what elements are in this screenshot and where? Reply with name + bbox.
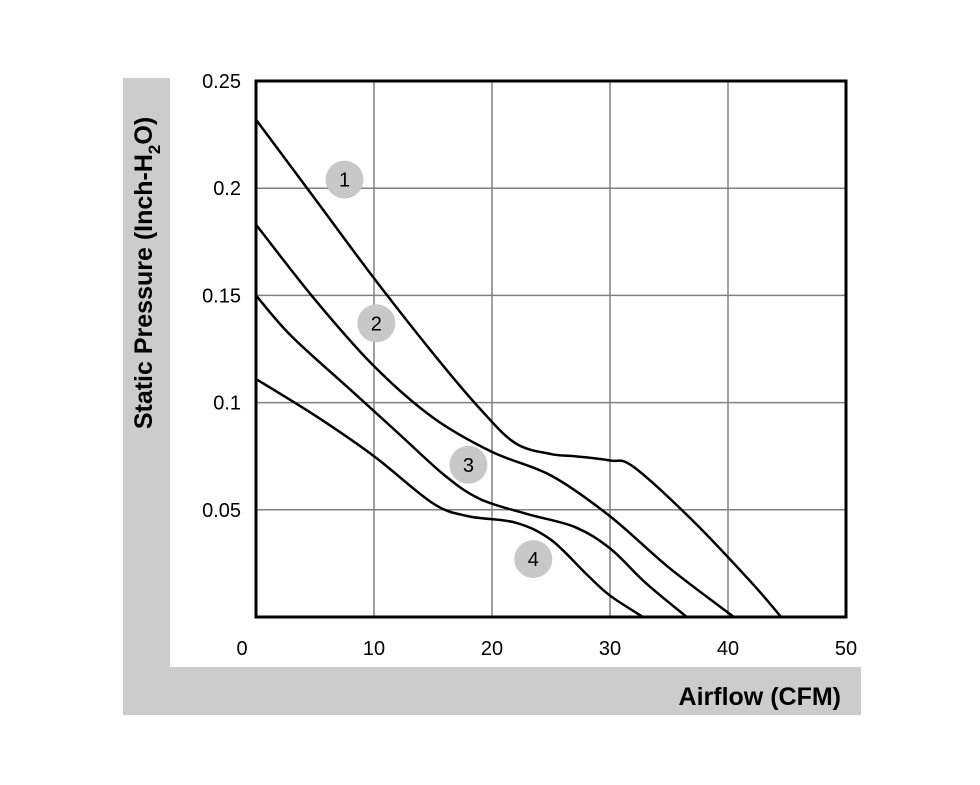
series-marker-3 xyxy=(449,445,488,484)
y-axis-title: Static Pressure (Inch-H2O) xyxy=(130,117,164,429)
series-marker-label-2: 2 xyxy=(371,313,382,335)
series-marker-2 xyxy=(357,304,396,343)
x-axis-band xyxy=(123,667,861,715)
y-tick-label: 0.15 xyxy=(202,285,241,307)
y-tick-label: 0.05 xyxy=(202,500,241,522)
series-line-3 xyxy=(255,294,688,618)
series-lines xyxy=(254,118,783,619)
x-tick-label: 10 xyxy=(363,638,385,660)
y-axis-title-main: Static Pressure (Inch-H xyxy=(130,154,158,429)
x-axis-title: Airflow (CFM) xyxy=(679,683,841,711)
series-marker-1 xyxy=(325,160,364,199)
series-marker-label-4: 4 xyxy=(528,549,539,571)
x-tick-label: 20 xyxy=(481,638,503,660)
grid-lines xyxy=(256,81,846,617)
y-tick-label: 0.1 xyxy=(213,393,241,415)
y-axis-band xyxy=(123,78,170,715)
series-marker-label-3: 3 xyxy=(463,455,474,477)
y-tick-label: 0.2 xyxy=(213,178,241,200)
y-tick-label: 0.25 xyxy=(202,71,241,93)
series-line-2 xyxy=(255,223,735,618)
y-axis-title-subscript: 2 xyxy=(145,145,164,154)
y-axis-title-end: O) xyxy=(130,117,158,145)
plot-frame xyxy=(254,79,848,619)
series-line-4 xyxy=(255,377,644,619)
series-marker-4 xyxy=(514,540,553,579)
series-line-1 xyxy=(254,118,783,618)
y-tick-labels: 0.05 0.1 0.15 0.2 0.25 xyxy=(202,71,241,522)
x-tick-label: 30 xyxy=(599,638,621,660)
x-tick-labels: 0 10 20 30 40 50 xyxy=(236,638,857,660)
x-tick-label: 0 xyxy=(236,638,247,660)
series-markers: 1 2 3 4 xyxy=(325,160,553,579)
series-marker-label-1: 1 xyxy=(339,170,350,192)
x-tick-label: 50 xyxy=(835,638,857,660)
x-tick-label: 40 xyxy=(717,638,739,660)
